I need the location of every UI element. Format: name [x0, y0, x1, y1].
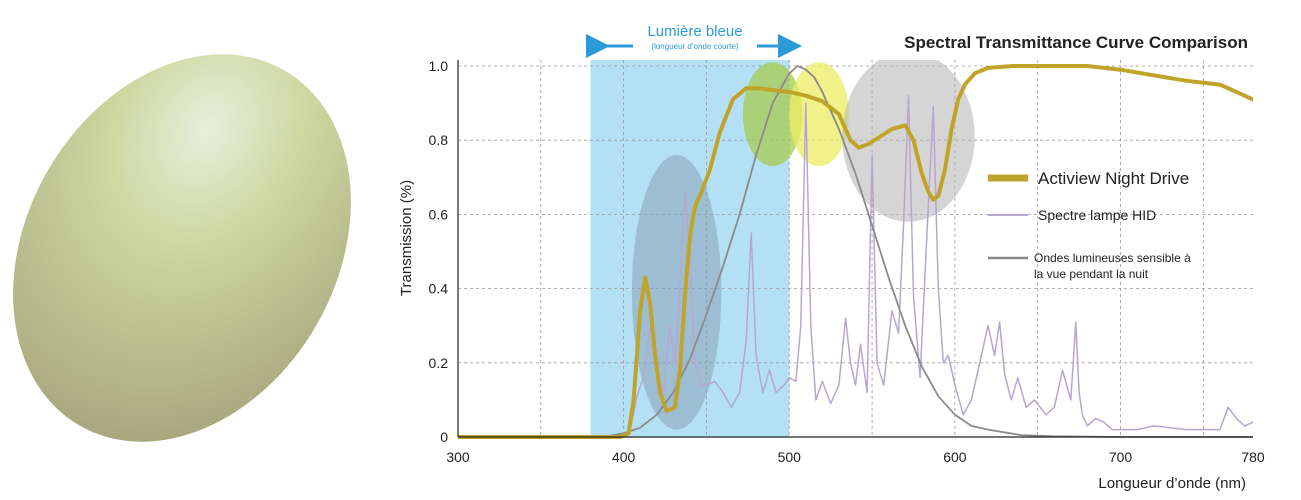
y-tick-label: 0 [440, 429, 448, 445]
blue-light-sublabel: (longueur d’onde courte) [651, 42, 739, 51]
yellow-ellipse [789, 62, 849, 167]
series-lines [458, 64, 1253, 439]
y-tick-label: 0.4 [429, 281, 449, 297]
legend-label-night-1: Ondes lumineuses sensible à [1034, 251, 1191, 265]
series-line-0 [458, 64, 1253, 439]
legend-label-hid: Spectre lampe HID [1038, 207, 1156, 223]
y-tick-labels: 0 0.2 0.4 0.6 0.8 1.0 [429, 58, 449, 445]
x-tick-labels: 300 400 500 600 700 780 [446, 449, 1265, 465]
x-tick-label: 700 [1109, 449, 1133, 465]
y-tick-label: 0.8 [429, 132, 449, 148]
x-tick-label: 300 [446, 449, 470, 465]
y-axis-label: Transmission (%) [398, 180, 415, 296]
lens-illustration [13, 54, 351, 442]
x-tick-label: 600 [943, 449, 967, 465]
y-tick-label: 0.6 [429, 206, 449, 222]
y-tick-label: 1.0 [429, 58, 449, 74]
x-axis-label: Longueur d’onde (nm) [1098, 475, 1246, 492]
series-line-2 [458, 65, 1253, 438]
lens-shape [13, 54, 351, 442]
y-tick-label: 0.2 [429, 355, 449, 371]
legend: Actiview Night Drive Spectre lampe HID O… [988, 169, 1191, 281]
chart-title: Spectral Transmittance Curve Comparison [904, 33, 1248, 52]
x-tick-label: 780 [1241, 449, 1265, 465]
series-line-1 [458, 94, 1253, 438]
legend-label-night-2: la vue pendant la nuit [1034, 267, 1149, 281]
blue-light-label: Lumière bleue [647, 23, 742, 40]
legend-label-actiview: Actiview Night Drive [1038, 169, 1189, 188]
x-tick-label: 400 [612, 449, 636, 465]
spectral-chart: 300 400 500 600 700 780 0 0.2 0.4 0.6 0.8 1.0 Long… [398, 23, 1265, 492]
x-tick-label: 500 [778, 449, 802, 465]
